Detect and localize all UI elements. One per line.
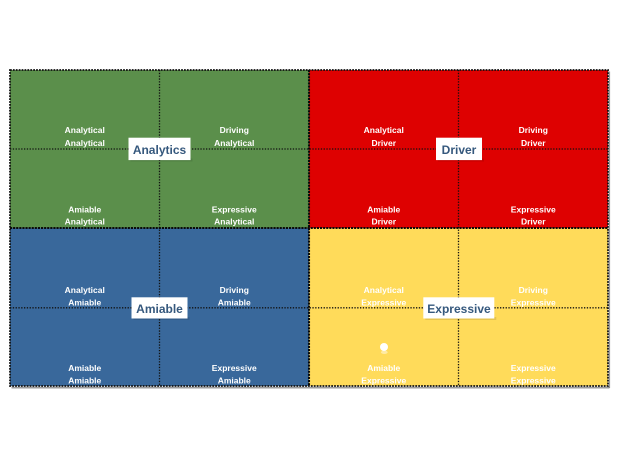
svg-text:Amiable: Amiable [68,297,101,307]
svg-text:Driving: Driving [519,125,548,135]
svg-text:Driver: Driver [521,217,546,227]
svg-text:Expressive: Expressive [212,363,257,373]
svg-text:Expressive: Expressive [212,204,257,214]
svg-text:Driving: Driving [220,125,249,135]
svg-text:Analytical: Analytical [65,138,105,148]
svg-text:Driving: Driving [220,285,249,295]
svg-text:Amiable: Amiable [68,204,101,214]
svg-text:Analytical: Analytical [364,285,404,295]
svg-text:Expressive: Expressive [427,302,491,316]
svg-text:Driving: Driving [519,285,548,295]
svg-text:Expressive: Expressive [511,297,556,307]
svg-text:Driver: Driver [371,138,396,148]
svg-text:Amiable: Amiable [68,363,101,373]
svg-text:Amiable: Amiable [367,204,400,214]
svg-text:Amiable: Amiable [218,376,251,386]
svg-text:Expressive: Expressive [361,376,406,386]
svg-text:Expressive: Expressive [511,376,556,386]
svg-text:Expressive: Expressive [511,204,556,214]
svg-text:Analytical: Analytical [214,217,254,227]
svg-text:Analytical: Analytical [65,285,105,295]
svg-text:Analytics: Analytics [133,143,187,157]
svg-text:Expressive: Expressive [511,363,556,373]
svg-text:Driver: Driver [371,217,396,227]
svg-text:Analytical: Analytical [65,125,105,135]
svg-text:Analytical: Analytical [65,217,105,227]
svg-text:Analytical: Analytical [364,125,404,135]
svg-text:Driver: Driver [442,143,477,157]
svg-text:Amiable: Amiable [68,376,101,386]
svg-text:Amiable: Amiable [367,363,400,373]
svg-text:Amiable: Amiable [218,297,251,307]
svg-text:Expressive: Expressive [361,297,406,307]
svg-text:Amiable: Amiable [136,302,183,316]
svg-text:Driver: Driver [521,138,546,148]
svg-text:Analytical: Analytical [214,138,254,148]
